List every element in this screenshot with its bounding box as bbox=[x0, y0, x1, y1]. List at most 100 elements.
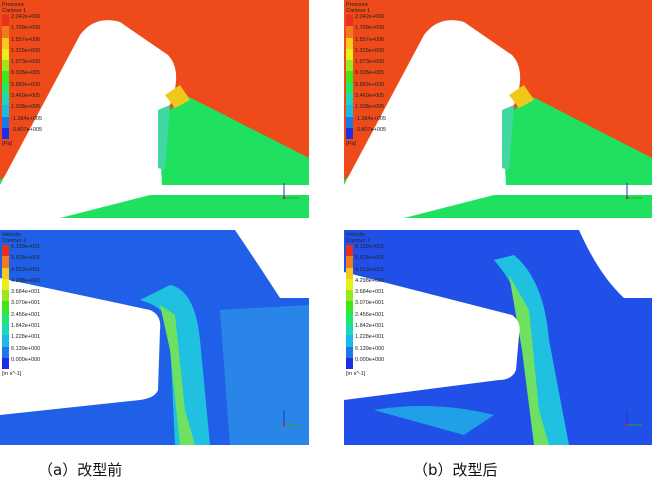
legend-tick: -1.384e+005 bbox=[355, 115, 387, 122]
color-swatch bbox=[346, 256, 353, 268]
legend-unit: [Pa] bbox=[2, 141, 12, 147]
color-swatch bbox=[2, 335, 9, 347]
color-swatch bbox=[2, 48, 9, 61]
color-swatch bbox=[2, 26, 9, 38]
legend-tick: 4.912e+001 bbox=[11, 266, 41, 273]
color-swatch bbox=[2, 357, 9, 370]
color-swatch bbox=[346, 301, 353, 313]
color-swatch bbox=[2, 301, 9, 313]
legend-tick: 4.298e+001 bbox=[11, 277, 41, 284]
legend-tick: 6.139e+001 bbox=[355, 244, 385, 250]
legend-tick: 6.139e+001 bbox=[11, 244, 41, 250]
legend-tick: 4.298e+001 bbox=[355, 277, 385, 284]
legend-title: Pressure bbox=[346, 2, 369, 8]
legend: Velocity Contour 2 6.139e+001 5.526e+001 4.9… bbox=[2, 232, 40, 377]
legend-subtitle: Contour 1 bbox=[2, 8, 27, 14]
panel-b-velocity: Velocity Contour 2 6.139e+001 5.526e+001 4.9… bbox=[344, 230, 652, 445]
legend-title: Pressure bbox=[2, 2, 25, 8]
color-swatch bbox=[346, 335, 353, 347]
legend-tick: 4.912e+001 bbox=[355, 266, 385, 273]
legend: Pressure Contour 1 2.042e+006 1.799e+006 1.5… bbox=[346, 2, 386, 147]
color-swatch bbox=[2, 245, 9, 257]
caption-b: （b）改型后 bbox=[413, 461, 498, 479]
legend-tick: 8.305e+005 bbox=[355, 70, 385, 77]
color-swatch bbox=[346, 312, 353, 325]
legend-tick: 3.460e+005 bbox=[11, 93, 41, 100]
color-swatch bbox=[346, 357, 353, 370]
legend-tick: 1.315e+006 bbox=[11, 47, 41, 54]
legend-unit: [Pa] bbox=[346, 141, 356, 147]
legend-unit: [m s^-1] bbox=[2, 371, 22, 377]
legend-tick: 5.526e+001 bbox=[11, 255, 41, 262]
color-swatch bbox=[2, 256, 9, 268]
legend-tick: 8.305e+005 bbox=[11, 70, 41, 77]
color-swatch bbox=[346, 15, 353, 27]
color-swatch bbox=[2, 37, 9, 49]
color-bar bbox=[346, 15, 353, 140]
legend-tick: 3.684e+001 bbox=[11, 289, 41, 296]
legend-tick: 6.139e+000 bbox=[11, 345, 41, 352]
axis-triad-icon bbox=[625, 183, 642, 200]
color-swatch bbox=[346, 267, 353, 279]
legend-subtitle: Contour 2 bbox=[346, 238, 371, 244]
legend-tick: -3.807e+005 bbox=[11, 126, 43, 133]
legend-tick: 1.038e+005 bbox=[355, 104, 385, 111]
legend-tick: 2.456e+001 bbox=[11, 311, 41, 318]
color-swatch bbox=[2, 105, 9, 117]
color-swatch bbox=[2, 116, 9, 128]
legend-title: Velocity bbox=[346, 232, 365, 238]
color-swatch bbox=[346, 48, 353, 61]
legend-tick: 0.000e+000 bbox=[11, 356, 41, 363]
caption-a: （a）改型前 bbox=[38, 461, 123, 479]
color-swatch bbox=[2, 82, 9, 95]
legend-title: Velocity bbox=[2, 232, 21, 238]
panel-a-velocity: Velocity Contour 2 6.139e+001 5.526e+001 4.9… bbox=[0, 230, 309, 445]
color-bar bbox=[2, 245, 9, 370]
legend-tick: 1.073e+006 bbox=[355, 59, 385, 66]
legend-tick: 1.799e+006 bbox=[355, 25, 385, 32]
color-swatch bbox=[2, 267, 9, 279]
legend-tick: 1.228e+001 bbox=[11, 334, 41, 341]
color-swatch bbox=[346, 290, 353, 302]
color-bar bbox=[2, 15, 9, 140]
legend-tick: 2.456e+001 bbox=[355, 311, 385, 318]
color-swatch bbox=[346, 278, 353, 291]
legend: Pressure Contour 1 2.042e+006 1.799e+006 1.5… bbox=[2, 2, 42, 147]
color-swatch bbox=[346, 26, 353, 38]
legend-tick: 1.073e+006 bbox=[11, 59, 41, 66]
legend-tick: 5.882e+005 bbox=[11, 81, 41, 88]
legend-tick: -3.807e+005 bbox=[355, 126, 387, 133]
legend-tick: 5.882e+005 bbox=[355, 81, 385, 88]
legend-tick: 3.460e+005 bbox=[355, 93, 385, 100]
color-swatch bbox=[346, 105, 353, 117]
panel-b-pressure: Pressure Contour 1 2.042e+006 1.799e+006 1.5… bbox=[344, 0, 652, 218]
color-swatch bbox=[346, 127, 353, 140]
legend-tick: 3.070e+001 bbox=[355, 300, 385, 307]
color-swatch bbox=[2, 346, 9, 358]
color-swatch bbox=[2, 278, 9, 291]
color-swatch bbox=[346, 245, 353, 257]
legend-tick: 1.842e+001 bbox=[11, 323, 41, 330]
legend-tick: 2.042e+006 bbox=[355, 14, 385, 20]
color-swatch bbox=[2, 127, 9, 140]
color-swatch bbox=[346, 94, 353, 106]
panel-a-pressure: Pressure Contour 1 2.042e+006 1.799e+006 1.5… bbox=[0, 0, 309, 218]
legend-tick: -1.384e+005 bbox=[11, 115, 43, 122]
color-swatch bbox=[2, 312, 9, 325]
color-swatch bbox=[346, 324, 353, 336]
axis-triad-icon bbox=[282, 410, 299, 427]
legend-tick: 1.038e+005 bbox=[11, 104, 41, 111]
color-swatch bbox=[346, 116, 353, 128]
color-swatch bbox=[2, 15, 9, 27]
color-swatch bbox=[2, 60, 9, 72]
color-swatch bbox=[346, 71, 353, 83]
axis-triad-icon bbox=[625, 410, 642, 427]
color-swatch bbox=[2, 324, 9, 336]
legend-tick: 1.228e+001 bbox=[355, 334, 385, 341]
legend-tick: 1.842e+001 bbox=[355, 323, 385, 330]
legend-tick: 0.000e+000 bbox=[355, 356, 385, 363]
legend-tick: 1.799e+006 bbox=[11, 25, 41, 32]
legend-tick: 3.684e+001 bbox=[355, 289, 385, 296]
color-bar bbox=[346, 245, 353, 370]
axis-triad-icon bbox=[282, 183, 299, 200]
